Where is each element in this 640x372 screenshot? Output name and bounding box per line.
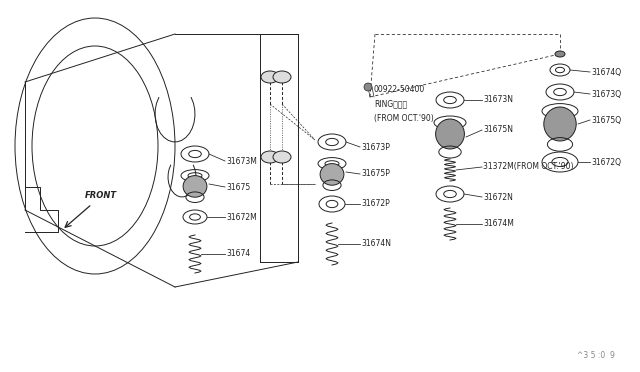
Text: 31672M: 31672M [226,212,257,221]
Text: 31675N: 31675N [483,125,513,135]
Text: 31675Q: 31675Q [591,115,621,125]
Text: ^3 5 :0  9: ^3 5 :0 9 [577,351,615,360]
Text: 31673N: 31673N [483,96,513,105]
Text: 31673Q: 31673Q [591,90,621,99]
Text: 31674N: 31674N [361,240,391,248]
Text: 31675: 31675 [226,183,250,192]
Ellipse shape [555,51,565,57]
Ellipse shape [544,107,576,141]
Text: 31672N: 31672N [483,192,513,202]
Text: 31674Q: 31674Q [591,67,621,77]
Text: RINGリング: RINGリング [374,99,407,109]
Text: 31674M: 31674M [483,219,514,228]
Text: 31672P: 31672P [361,199,390,208]
Ellipse shape [261,71,279,83]
Ellipse shape [273,71,291,83]
Text: 31673M: 31673M [226,157,257,166]
Text: 31672Q: 31672Q [591,157,621,167]
Ellipse shape [273,151,291,163]
Text: 00922-50400: 00922-50400 [374,86,425,94]
Text: FRONT: FRONT [85,191,117,200]
Text: 31673P: 31673P [361,142,390,151]
Ellipse shape [261,151,279,163]
Text: 31372M(FROM OCT.'90): 31372M(FROM OCT.'90) [483,163,573,171]
Ellipse shape [183,176,207,197]
Circle shape [364,83,372,91]
Text: 31675P: 31675P [361,170,390,179]
Ellipse shape [436,119,465,149]
Text: (FROM OCT.'90): (FROM OCT.'90) [374,113,434,122]
Ellipse shape [320,164,344,185]
Text: 31674: 31674 [226,250,250,259]
